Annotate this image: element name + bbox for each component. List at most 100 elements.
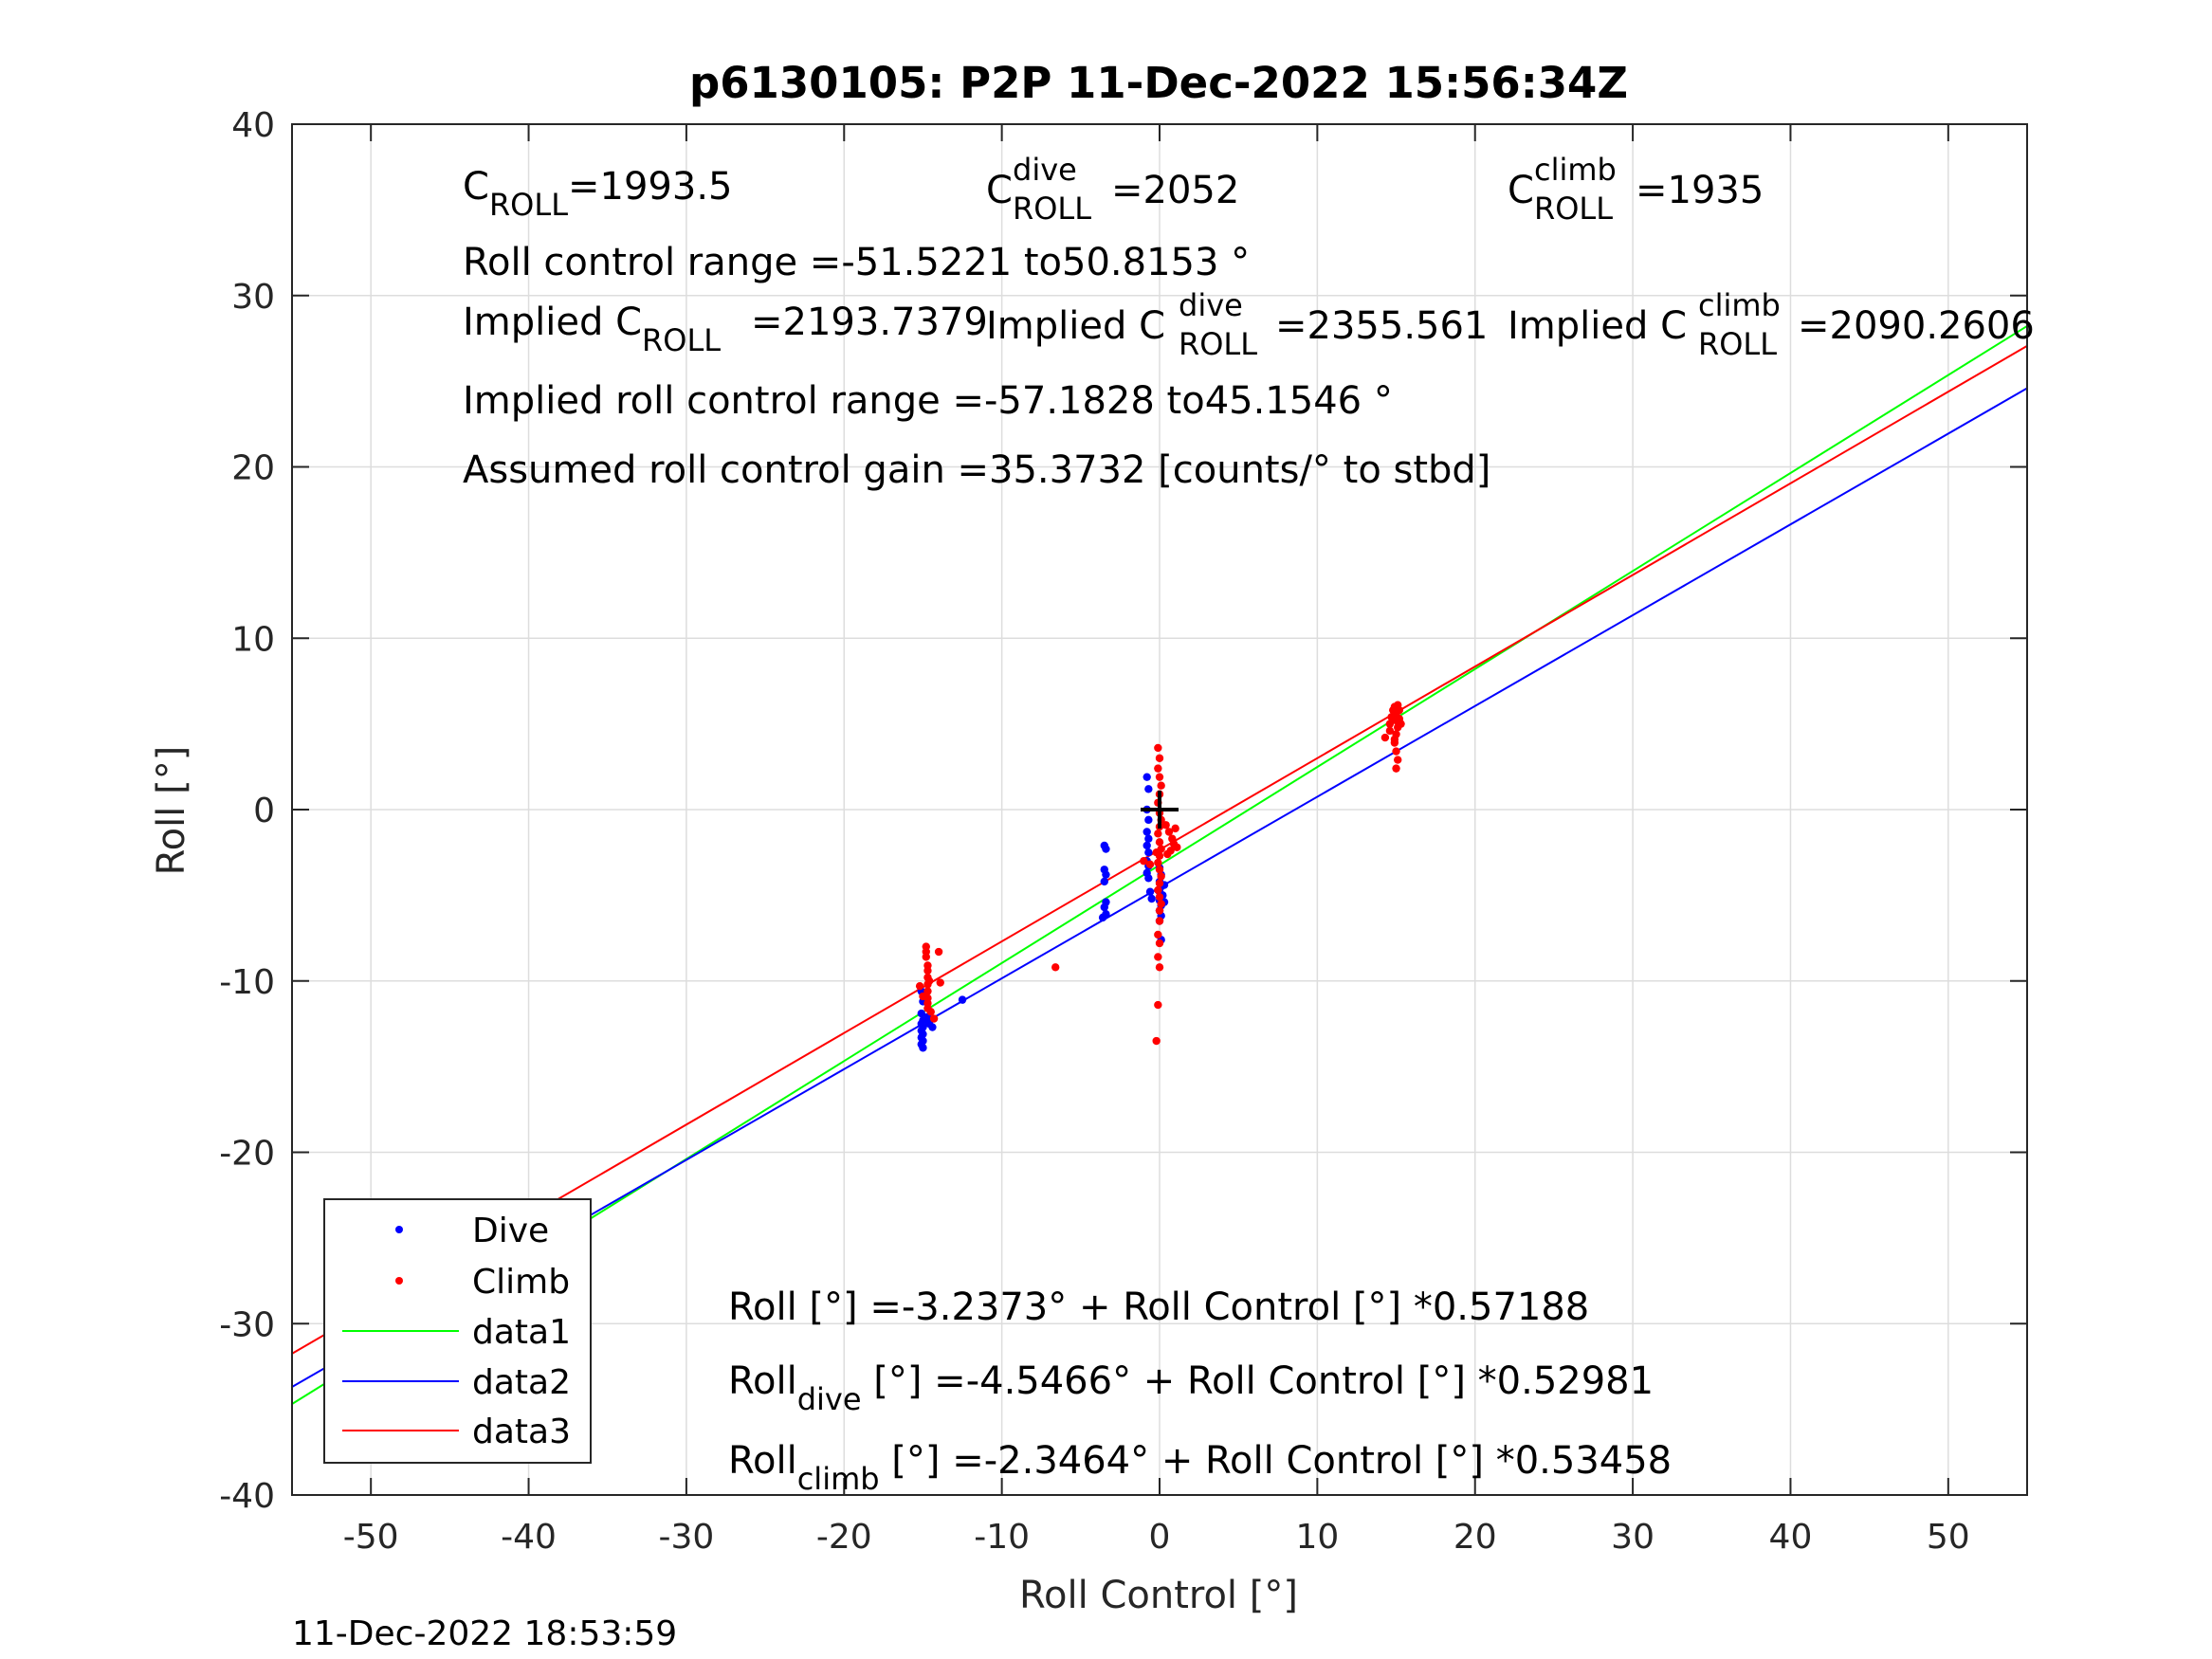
timestamp: 11-Dec-2022 18:53:59 [292,1614,677,1653]
legend-data3-label: data3 [472,1413,571,1451]
point-climb [1154,830,1162,838]
point-climb [1154,930,1162,939]
x-tick-label: 30 [1611,1518,1654,1557]
point-dive [958,995,967,1004]
y-tick-label: -40 [219,1477,275,1516]
annotation-c-roll-dive: Cdive ROLL =2052 [986,152,1239,227]
axis-ticks [292,123,2027,1496]
point-climb [1152,1036,1161,1046]
point-dive [1100,902,1108,912]
point-climb [1380,733,1390,742]
point-climb [1163,849,1172,859]
x-tick-label: 20 [1453,1518,1497,1557]
point-climb [1394,756,1402,764]
point-climb [1051,963,1060,972]
point-climb [1164,828,1174,836]
point-dive [1144,848,1153,857]
x-tick-label: -30 [659,1518,715,1557]
equation-fit-dive: Rolldive [°] =-4.5466° + Roll Control [°… [728,1359,1654,1417]
y-tick-label: 0 [253,792,275,830]
point-dive [1143,828,1151,836]
point-dive [1144,785,1153,793]
annotation-gain: Assumed roll control gain =35.3732 [coun… [463,448,1490,492]
x-tick-label: -50 [343,1518,399,1557]
point-climb [1173,843,1181,851]
y-tick-label: 40 [231,106,275,145]
point-dive [928,1023,937,1031]
point-climb [1155,879,1164,887]
center-marker [1141,791,1179,829]
point-climb [1155,906,1164,915]
point-dive [1102,845,1110,853]
y-tick-label: -10 [219,963,275,1002]
x-tick-label: -20 [816,1518,872,1557]
point-climb [1140,857,1148,866]
point-dive [1100,877,1108,886]
point-climb [923,966,932,975]
annotation-implied-range: Implied roll control range =-57.1828 to4… [463,379,1393,423]
point-climb [1385,720,1395,728]
point-climb [1385,726,1395,736]
x-tick-label: -40 [501,1518,557,1557]
point-climb [1154,858,1162,867]
legend-climb-marker [395,1277,403,1285]
x-tick-label: -10 [974,1518,1030,1557]
y-tick-label: 30 [231,278,275,317]
point-dive [1098,913,1107,922]
point-climb [934,947,943,957]
legend-dive-label: Dive [472,1212,549,1250]
point-dive [919,1044,927,1052]
x-tick-label: 50 [1927,1518,1970,1557]
point-dive [1145,887,1155,896]
point-climb [926,1008,935,1016]
point-dive [1147,894,1156,903]
point-climb [1392,764,1400,773]
legend-dive-marker [395,1226,403,1233]
point-climb [1155,939,1164,948]
point-climb [1155,866,1164,874]
point-climb [1155,754,1164,762]
point-climb [1390,735,1399,744]
annotation-implied-c-roll: Implied CROLL =2193.7379 [463,301,988,358]
point-climb [924,976,934,985]
point-climb [1155,963,1164,972]
legend-data1-label: data1 [472,1313,571,1352]
point-climb [1145,860,1155,869]
point-climb [1155,851,1164,861]
point-climb [1154,1000,1162,1010]
annotation-roll-control-range: Roll control range =-51.5221 to50.8153 ° [463,241,1250,284]
point-dive [1144,834,1153,843]
equation-fit-climb: Rollclimb [°] =-2.3464° + Roll Control [… [728,1439,1672,1497]
x-tick-label: 40 [1769,1518,1813,1557]
point-climb [1155,838,1164,847]
point-climb [1155,773,1164,781]
point-climb [915,981,924,991]
point-climb [1157,781,1165,790]
point-climb [1154,953,1162,961]
y-tick-label: -30 [219,1305,275,1344]
x-tick-label: 0 [1149,1518,1171,1557]
point-dive [1102,870,1110,879]
point-climb [929,1014,939,1023]
point-climb [1157,900,1165,908]
point-climb [1397,720,1405,728]
point-climb [1392,747,1400,756]
point-dive [1144,815,1153,825]
tick-labels: -50 -40 -30 -20 -10 0 10 20 30 40 50 -40 -30 -20 -10 0 1… [219,106,1970,1557]
point-climb [1171,824,1179,833]
point-climb [1155,892,1164,902]
y-axis-label: Roll [°] [150,746,193,876]
point-climb [1161,821,1170,830]
legend-climb-label: Climb [472,1263,570,1302]
point-dive [1144,874,1153,883]
y-tick-label: -20 [219,1135,275,1174]
point-climb [923,987,932,995]
point-climb [922,953,930,961]
point-dive [1143,841,1151,850]
legend-data2-label: data2 [472,1363,571,1402]
y-tick-label: 20 [231,449,275,488]
y-tick-label: 10 [231,620,275,659]
point-dive [917,1009,925,1018]
